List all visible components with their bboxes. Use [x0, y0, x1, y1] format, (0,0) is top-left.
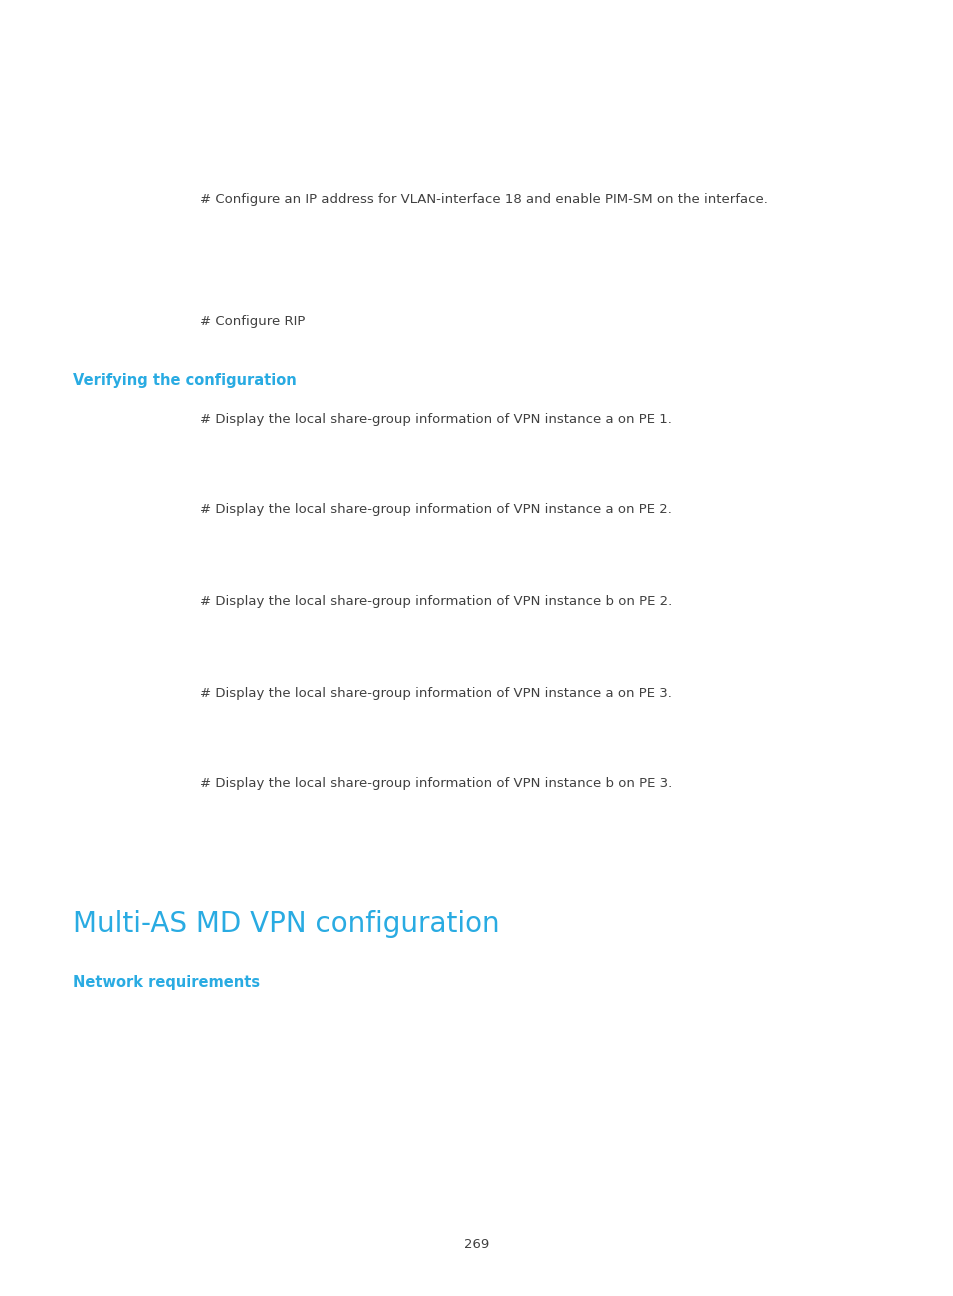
Text: Network requirements: Network requirements — [73, 976, 260, 990]
Text: # Display the local share-group information of VPN instance b on PE 2.: # Display the local share-group informat… — [200, 595, 672, 609]
Text: # Display the local share-group information of VPN instance a on PE 3.: # Display the local share-group informat… — [200, 687, 671, 700]
Text: # Display the local share-group information of VPN instance b on PE 3.: # Display the local share-group informat… — [200, 778, 672, 791]
Text: # Configure an IP address for VLAN-interface 18 and enable PIM-SM on the interfa: # Configure an IP address for VLAN-inter… — [200, 193, 767, 206]
Text: # Display the local share-group information of VPN instance a on PE 2.: # Display the local share-group informat… — [200, 504, 671, 517]
Text: 269: 269 — [464, 1239, 489, 1252]
Text: # Display the local share-group information of VPN instance a on PE 1.: # Display the local share-group informat… — [200, 413, 671, 426]
Text: # Configure RIP: # Configure RIP — [200, 315, 305, 328]
Text: Multi-AS MD VPN configuration: Multi-AS MD VPN configuration — [73, 910, 499, 938]
Text: Verifying the configuration: Verifying the configuration — [73, 372, 296, 388]
